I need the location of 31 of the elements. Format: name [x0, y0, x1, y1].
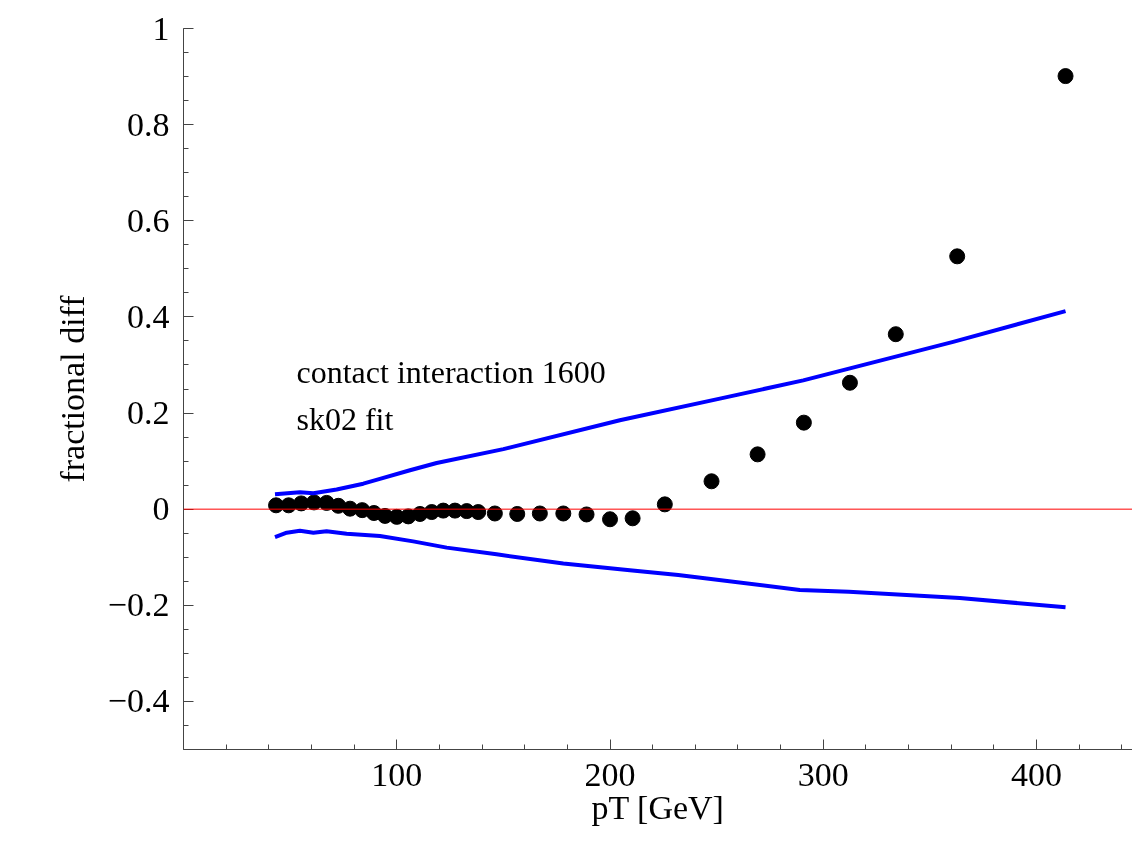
x-tick-label: 300	[797, 755, 849, 793]
y-tick-label: 0.2	[127, 394, 170, 432]
point	[1057, 68, 1074, 85]
point	[531, 505, 548, 522]
y-tick-label: −0.2	[107, 586, 170, 624]
y-tick-label: 0.6	[127, 201, 170, 239]
point	[887, 326, 904, 343]
annotation: sk02 fit	[296, 400, 394, 437]
x-tick-label: 400	[1011, 755, 1063, 793]
point	[841, 374, 858, 391]
point	[656, 496, 673, 513]
point	[703, 473, 720, 490]
point	[749, 446, 766, 463]
point	[555, 505, 572, 522]
point	[602, 511, 619, 528]
point	[509, 505, 526, 522]
point	[486, 505, 503, 522]
point	[795, 414, 812, 431]
annotation: contact interaction 1600	[296, 353, 606, 390]
line-series	[272, 528, 1068, 610]
y-tick-label: 0.8	[127, 105, 170, 143]
y-axis-title: fractional diff	[53, 294, 91, 483]
point	[949, 248, 966, 265]
point	[624, 510, 641, 527]
y-tick-label: 0	[152, 490, 170, 528]
y-tick-label: −0.4	[107, 682, 170, 720]
point	[470, 504, 487, 521]
x-tick-label: 100	[371, 755, 423, 793]
y-tick-label: 0.4	[127, 297, 170, 335]
point	[578, 506, 595, 523]
y-tick-label: 1	[152, 9, 170, 47]
